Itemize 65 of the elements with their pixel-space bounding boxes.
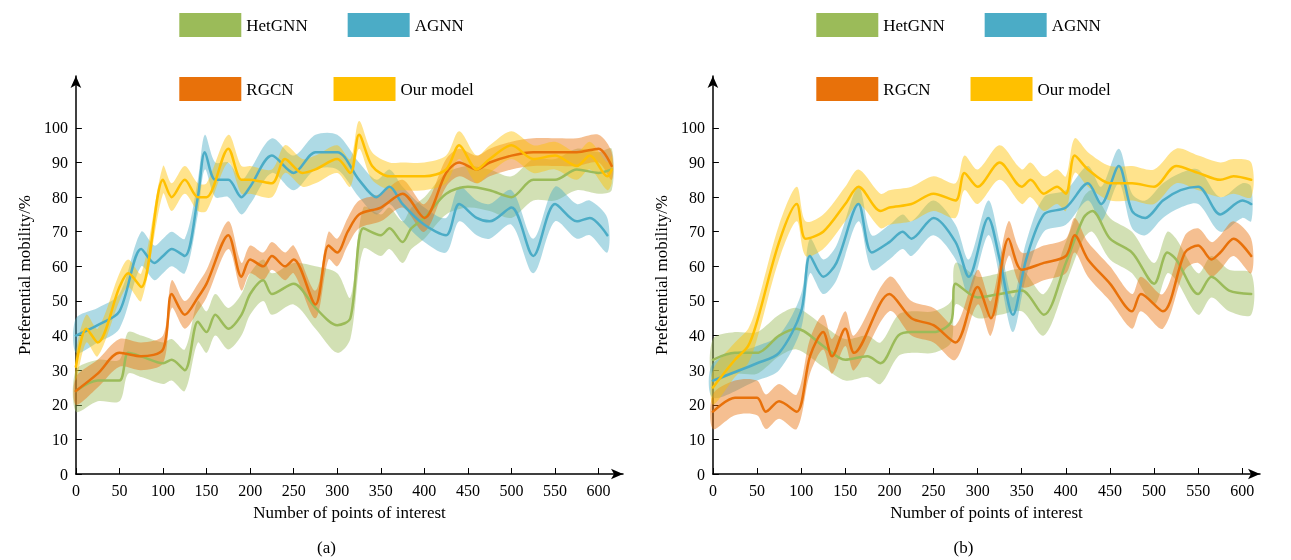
y-tick-label: 20 <box>51 396 68 414</box>
y-tick-label: 90 <box>688 154 705 172</box>
legend-label: Our model <box>400 79 474 99</box>
x-tick-label: 50 <box>111 481 128 499</box>
y-tick-label: 100 <box>43 119 68 137</box>
x-tick-label: 0 <box>71 481 80 499</box>
x-tick-label: 450 <box>1097 481 1122 499</box>
x-tick-label: 200 <box>238 481 263 499</box>
y-tick-label: 90 <box>51 154 68 172</box>
x-tick-label: 50 <box>749 481 766 499</box>
x-tick-label: 600 <box>586 481 611 499</box>
line-series <box>74 150 609 337</box>
y-tick-label: 0 <box>59 465 68 483</box>
x-tick-label: 200 <box>877 481 902 499</box>
x-tick-label: 550 <box>1186 481 1211 499</box>
x-tick-label: 250 <box>921 481 946 499</box>
line-series <box>711 209 1253 365</box>
x-tick-label: 450 <box>455 481 480 499</box>
x-tick-label: 350 <box>368 481 393 499</box>
x-tick-label: 100 <box>789 481 814 499</box>
x-tick-label: 100 <box>151 481 176 499</box>
x-tick-label: 400 <box>1053 481 1078 499</box>
x-axis-title: Number of points of interest <box>253 503 447 522</box>
x-tick-label: 400 <box>412 481 437 499</box>
y-tick-label: 70 <box>688 223 705 241</box>
y-tick-label: 10 <box>51 430 68 448</box>
x-tick-label: 300 <box>325 481 350 499</box>
y-axis-title: Preferential mobility/% <box>15 194 34 356</box>
text: (a) <box>317 538 336 557</box>
y-tick-label: 30 <box>688 361 705 379</box>
legend-label: RGCN <box>883 79 931 99</box>
legend-label: HetGNN <box>883 15 945 35</box>
y-tick-label: 30 <box>51 361 68 379</box>
y-tick-label: 80 <box>688 188 705 206</box>
x-tick-label: 300 <box>965 481 990 499</box>
text: (b) <box>953 538 974 557</box>
legend-label: AGNN <box>414 15 464 35</box>
legend-label: RGCN <box>246 79 294 99</box>
x-tick-label: 0 <box>708 481 717 499</box>
x-tick-label: 500 <box>499 481 524 499</box>
line-series <box>711 233 1253 413</box>
y-tick-label: 80 <box>51 188 68 206</box>
y-tick-label: 10 <box>688 430 705 448</box>
x-tick-label: 350 <box>1009 481 1034 499</box>
y-tick-label: 60 <box>51 257 68 275</box>
x-tick-label: 550 <box>543 481 568 499</box>
x-tick-label: 250 <box>281 481 306 499</box>
y-tick-label: 50 <box>688 292 705 310</box>
y-tick-label: 70 <box>51 223 68 241</box>
x-tick-label: 150 <box>833 481 858 499</box>
y-axis-title: Preferential mobility/% <box>652 194 671 356</box>
legend-label: HetGNN <box>246 15 308 35</box>
legend-label: AGNN <box>1051 15 1101 35</box>
y-tick-label: 100 <box>680 119 705 137</box>
x-axis-title: Number of points of interest <box>890 503 1084 522</box>
y-tick-label: 20 <box>688 396 705 414</box>
x-tick-label: 150 <box>194 481 219 499</box>
x-tick-label: 500 <box>1142 481 1167 499</box>
y-tick-label: 60 <box>688 257 705 275</box>
legend-label: Our model <box>1037 79 1111 99</box>
x-tick-label: 600 <box>1230 481 1255 499</box>
y-tick-label: 40 <box>688 327 705 345</box>
y-tick-label: 50 <box>51 292 68 310</box>
y-tick-label: 0 <box>696 465 705 483</box>
y-tick-label: 40 <box>51 327 68 345</box>
